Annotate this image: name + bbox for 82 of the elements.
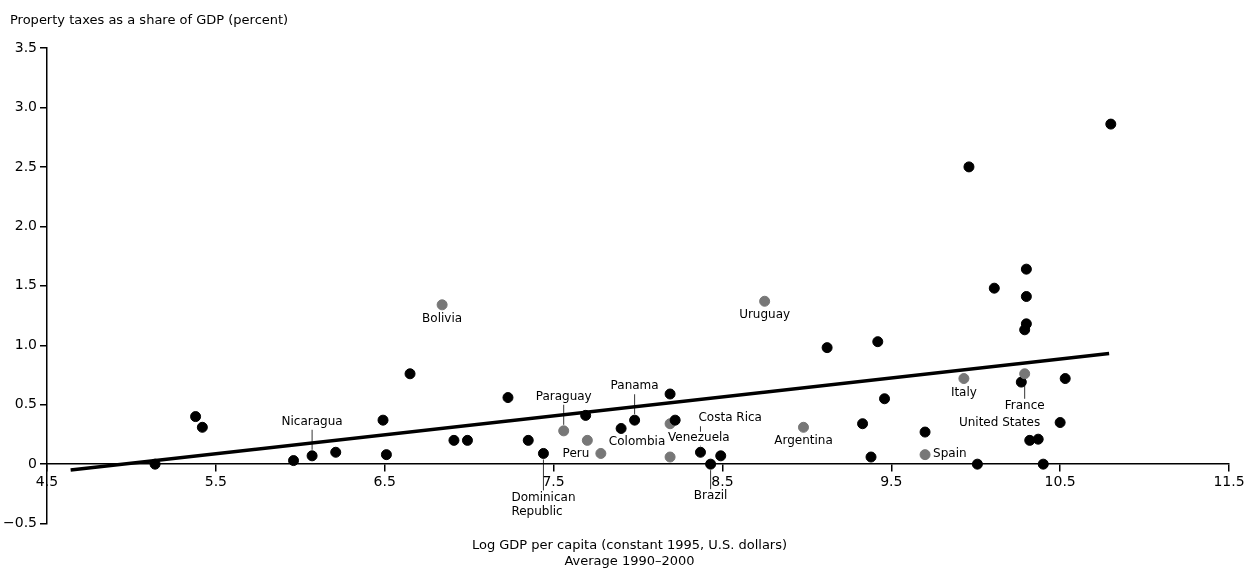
y-tick-label: 3.5 xyxy=(14,38,37,55)
point xyxy=(615,422,627,434)
annotation: Uruguay xyxy=(739,307,791,322)
y-tick-label: 1.0 xyxy=(14,335,37,352)
point xyxy=(821,342,833,354)
x-tick-label: 11.5 xyxy=(1213,473,1245,490)
y-tick-label: 2.5 xyxy=(14,157,37,174)
point xyxy=(461,434,473,446)
annotation: Panama xyxy=(610,378,659,393)
annotation: Brazil xyxy=(693,488,728,503)
point xyxy=(919,449,931,461)
point xyxy=(865,451,877,463)
point xyxy=(306,450,318,462)
point xyxy=(857,418,869,430)
point xyxy=(537,447,549,459)
point xyxy=(558,425,570,437)
y-tick-label: 1.5 xyxy=(14,276,37,293)
annotation: United States xyxy=(958,415,1041,430)
point xyxy=(580,409,592,421)
y-tick-label: 0.5 xyxy=(14,395,37,412)
x-tick-label: 10.5 xyxy=(1044,473,1076,490)
point xyxy=(797,421,809,433)
annotation: Colombia xyxy=(608,433,666,448)
annotation: Paraguay xyxy=(535,388,592,403)
point xyxy=(664,451,676,463)
annotation: France xyxy=(1004,397,1045,412)
x-tick-label: 6.5 xyxy=(373,473,396,490)
point xyxy=(705,458,717,470)
point xyxy=(1054,417,1066,429)
point xyxy=(694,446,706,458)
point xyxy=(448,434,460,446)
point xyxy=(664,388,676,400)
x-tick-label: 5.5 xyxy=(204,473,227,490)
point xyxy=(149,458,161,470)
annotation: Italy xyxy=(950,384,977,399)
point xyxy=(629,414,641,426)
y-tick-label: 0 xyxy=(28,454,37,471)
x-axis-title: Log GDP per capita (constant 1995, U.S. dollars) xyxy=(470,537,789,553)
point xyxy=(971,458,983,470)
point xyxy=(288,455,300,467)
annotation: Argentina xyxy=(774,433,833,448)
point xyxy=(963,161,975,173)
point xyxy=(436,299,448,311)
point xyxy=(595,447,607,459)
point xyxy=(377,414,389,426)
point xyxy=(502,392,514,404)
x-tick-label: 9.5 xyxy=(880,473,903,490)
point xyxy=(190,411,202,423)
annotation: Costa Rica xyxy=(698,410,762,425)
point xyxy=(1020,291,1032,302)
annotation: Peru xyxy=(562,446,590,461)
point xyxy=(404,368,416,380)
annotation: Dominican Republic xyxy=(511,489,576,518)
point xyxy=(330,446,342,458)
y-axis-title: Property taxes as a share of GDP (percent) xyxy=(10,12,289,27)
y-tick-label: −0.5 xyxy=(3,514,37,531)
point xyxy=(581,434,593,446)
annotation: Spain xyxy=(933,445,967,460)
annotation: Venezuela xyxy=(668,429,730,444)
point xyxy=(196,421,208,433)
y-tick-label: 2.0 xyxy=(14,216,37,233)
point xyxy=(1105,118,1117,130)
y-tick-label: 3.0 xyxy=(14,98,37,115)
point xyxy=(669,414,681,426)
text: Average 1990–2000 xyxy=(563,553,696,569)
point xyxy=(919,426,931,438)
point xyxy=(522,434,534,446)
point xyxy=(1037,458,1049,470)
point xyxy=(1059,373,1071,385)
point xyxy=(715,450,727,462)
point xyxy=(759,295,771,307)
point xyxy=(872,336,884,348)
point xyxy=(988,282,1000,294)
annotation: Nicaragua xyxy=(281,413,343,428)
point xyxy=(958,373,970,385)
point xyxy=(380,449,392,461)
annotation: Bolivia xyxy=(422,310,463,325)
point xyxy=(1019,368,1031,380)
point xyxy=(1020,263,1032,275)
x-tick-label: 8.5 xyxy=(711,473,734,490)
point xyxy=(879,393,891,405)
point xyxy=(1032,433,1044,445)
